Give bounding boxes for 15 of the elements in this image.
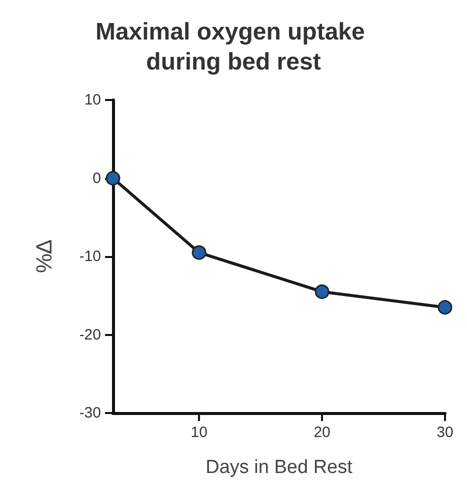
y-tick-label: -10 [79, 248, 101, 265]
point [192, 245, 206, 260]
x-tick-label: 30 [436, 424, 454, 441]
point [314, 284, 330, 299]
x-axis-title: Days in Bed Rest [206, 457, 354, 478]
y-axis-title: %∆ [32, 239, 56, 274]
y-tick-label: 0 [92, 170, 101, 187]
x-tick-label: 10 [190, 424, 208, 441]
point [106, 171, 120, 186]
y-tick-label: -30 [79, 404, 101, 422]
x-tick-label: 20 [314, 424, 330, 441]
y-tick-label: 10 [84, 92, 101, 108]
point [438, 300, 452, 315]
y-tick-label: -20 [79, 326, 101, 344]
chart-title: Maximal oxygen uptake during bed rest [95, 18, 372, 76]
